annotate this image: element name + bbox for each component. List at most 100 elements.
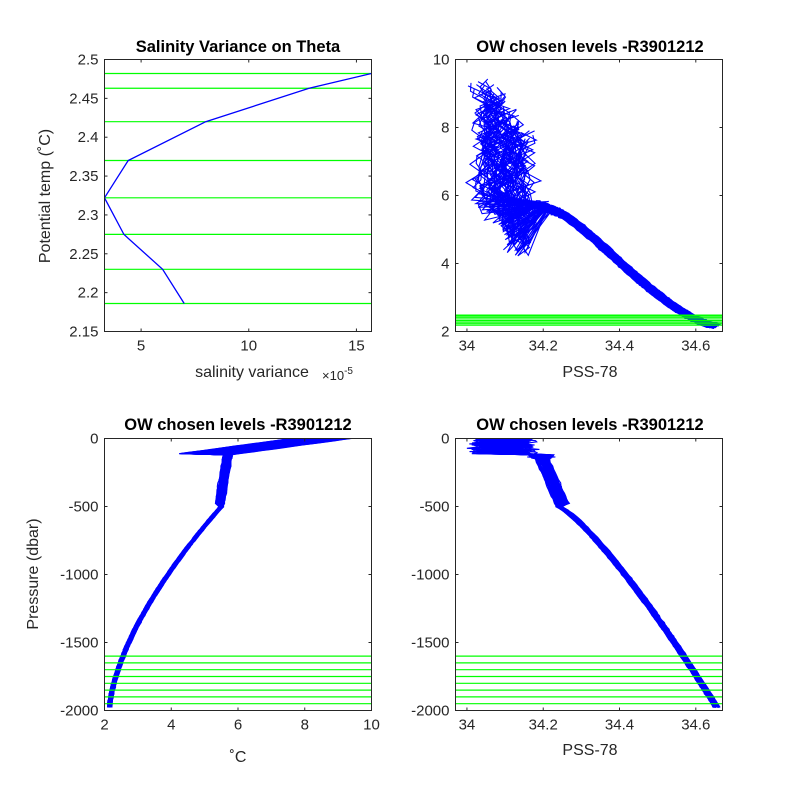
profile-line [471,438,715,708]
profile-line [506,438,714,708]
profile-line [502,438,715,708]
profile-line [482,438,719,708]
profile-line [108,438,317,708]
profile-line [514,130,720,326]
profile-line [110,438,292,708]
profile-line [476,438,716,708]
panel-3-xlabel: ˚C [230,749,247,766]
y-tick-label: 2.3 [78,207,99,224]
profile-line [490,438,721,708]
profile-line [109,438,314,708]
panel-salinity-variance: Salinity Variance on Theta 5 10 15 2.15 2.2 2… [37,38,372,383]
profile-line [109,438,327,708]
profile-line [493,438,717,708]
profile-line [503,438,716,708]
profile-line [106,438,299,708]
profile-line [495,438,716,708]
panel-1-axes-box [104,59,372,332]
x-tick-label: 8 [301,717,309,734]
profile-line [110,438,327,708]
y-tick-label: -1000 [60,567,98,584]
y-tick-label: 0 [90,431,98,448]
profile-line [110,438,311,708]
profile-line [511,438,717,708]
profile-line [471,438,716,708]
profile-line [514,438,716,708]
panel-1-x-exponent: ×10-5 [322,366,353,383]
profile-line [480,438,720,708]
panel-3-title: OW chosen levels -R3901212 [124,416,351,434]
profile-line [469,438,720,708]
profile-line [493,438,721,708]
profile-line [110,438,296,708]
y-tick-label: 4 [441,256,449,273]
profile-line [482,438,720,708]
profile-line [488,438,719,708]
profile-line [109,438,312,708]
profile-line [493,438,716,708]
profile-line [466,438,717,708]
profile-line [499,438,720,708]
profile-line [489,438,715,708]
profile-line [107,438,303,708]
profile-line [480,438,720,708]
profile-line [471,438,719,708]
profile-line [514,138,719,326]
y-tick-label: 10 [433,52,450,69]
profile-line [496,438,715,708]
y-tick-label: -1000 [411,567,449,584]
profile-line [473,438,717,708]
profile-line [109,438,299,708]
profile-line [503,438,719,708]
profile-line [109,438,310,708]
y-tick-label: -500 [419,499,449,516]
panel-1-ticks: 5 10 15 2.15 2.2 2.25 2.3 2.35 2.4 2.45 2.5 [69,52,372,355]
x-tick-label: 5 [137,338,145,355]
profile-line [111,438,345,708]
y-tick-label: 2.25 [69,246,98,263]
x-tick-label: 4 [167,717,175,734]
x-tick-label: 10 [240,338,257,355]
profile-line [498,438,718,708]
profile-line [477,438,718,708]
profile-line [107,438,296,708]
panel-2-ticks: 34 34.2 34.4 34.6 2 4 6 8 10 [433,52,723,355]
profile-line [495,438,720,708]
panel-4-plot-area [455,438,723,708]
y-tick-label: 2.2 [78,285,99,302]
panel-salinity-theta: OW chosen levels -R3901212 34 34.2 34.4 34.… [433,38,723,381]
profile-line [108,438,303,708]
profile-line [108,438,302,708]
profile-line [487,438,719,708]
profile-line [503,438,716,708]
panel-3-plot-area [104,438,372,708]
profile-line [511,438,716,708]
y-tick-label: 2.45 [69,90,98,107]
panel-1-xlabel: salinity variance [195,364,309,381]
x-tick-label: 34.2 [529,717,558,734]
profile-line [109,438,307,708]
profile-line [109,438,304,708]
profile-line [469,438,716,708]
profile-line [109,438,316,708]
y-tick-label: -2000 [60,703,98,720]
profile-line [495,438,715,708]
profile-line [110,438,314,708]
profile-line [110,438,324,708]
panel-1-title: Salinity Variance on Theta [136,38,341,56]
profile-line [109,438,298,708]
profile-line [494,438,716,708]
panel-2-title: OW chosen levels -R3901212 [476,38,703,56]
profile-line [514,438,719,708]
profile-line [493,438,716,708]
profile-line [110,438,300,708]
y-tick-label: -1500 [411,635,449,652]
profile-line [108,438,300,708]
y-tick-label: 0 [441,431,449,448]
profile-line [108,438,308,708]
x-tick-label: 34.4 [605,338,634,355]
panel-1-ylabel: Potential temp (˚C) [37,129,54,263]
panel-4-xlabel: PSS-78 [562,742,617,759]
profile-line [108,438,306,708]
